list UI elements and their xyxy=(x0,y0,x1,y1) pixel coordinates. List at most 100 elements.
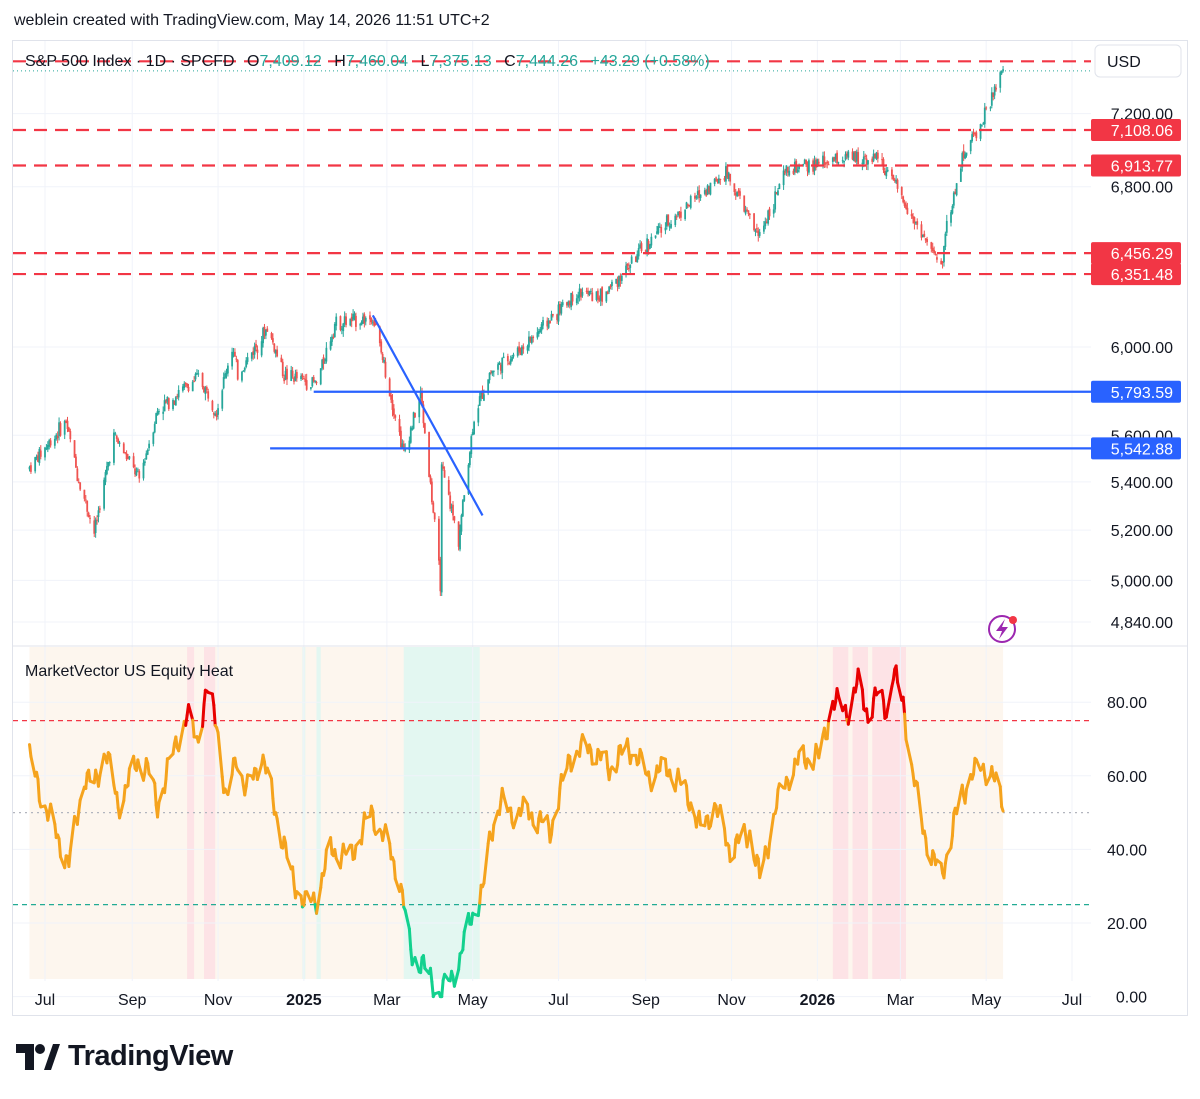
legend-change: +43.29 (+0.58%) xyxy=(590,53,709,70)
heat-line-segment xyxy=(255,762,264,782)
heat-line-segment xyxy=(275,817,283,849)
candle-body xyxy=(128,456,131,459)
candle-body xyxy=(969,140,972,152)
heat-line-segment xyxy=(811,757,817,771)
candle-body xyxy=(381,353,384,361)
candle-body xyxy=(684,209,687,220)
candle-body xyxy=(203,387,205,393)
candle-body xyxy=(578,288,581,297)
heat-line-segment xyxy=(108,752,116,787)
candle-body xyxy=(205,387,208,390)
candle-body xyxy=(156,410,159,416)
candle-body xyxy=(587,290,589,295)
candle-body xyxy=(876,152,879,159)
candle-body xyxy=(364,317,367,322)
heat-line-segment xyxy=(685,784,690,807)
candle-body xyxy=(874,153,876,159)
candle-body xyxy=(798,165,800,170)
heat-line-segment xyxy=(57,837,62,859)
candle-body xyxy=(964,154,966,159)
price-tag-label: 5,542.88 xyxy=(1111,441,1173,458)
heat-line-segment xyxy=(565,753,570,770)
candle-body xyxy=(432,502,435,513)
candle-body xyxy=(383,359,385,363)
heat-line-segment xyxy=(886,684,894,711)
candle-body xyxy=(68,427,70,432)
heat-line-segment xyxy=(186,703,195,722)
trendline[interactable] xyxy=(371,314,484,516)
heat-line-segment xyxy=(122,784,127,803)
lightning-icon[interactable] xyxy=(988,615,1017,643)
candle-body xyxy=(250,352,253,359)
heat-line-segment xyxy=(561,766,569,782)
candle-body xyxy=(532,336,535,339)
heat-line-segment xyxy=(880,688,885,702)
candle-body xyxy=(481,390,484,399)
price-tag-label: 6,913.77 xyxy=(1111,159,1173,176)
candle-body xyxy=(550,314,553,321)
heat-line-segment xyxy=(216,731,224,779)
candle-body xyxy=(865,158,868,165)
candle-body xyxy=(225,372,228,375)
heat-line-segment xyxy=(49,802,57,826)
currency-button[interactable] xyxy=(1094,44,1182,78)
candle-body xyxy=(380,341,383,353)
time-axis-label: Mar xyxy=(887,992,915,1009)
candle-body xyxy=(962,150,965,159)
candle-body xyxy=(311,377,314,387)
price-tag-label: 5,793.59 xyxy=(1111,385,1173,402)
candle-body xyxy=(122,443,125,454)
candle-body xyxy=(125,453,128,460)
time-axis-label: Sep xyxy=(631,992,660,1009)
heat-line-segment xyxy=(153,781,158,807)
candle-body xyxy=(49,440,52,446)
candle-body xyxy=(816,159,819,168)
tradingview-logo[interactable]: TradingView xyxy=(16,1040,233,1073)
heat-line-segment xyxy=(490,823,496,842)
candle-body xyxy=(477,408,480,423)
candle-body xyxy=(450,506,453,509)
candle-body xyxy=(905,204,907,209)
chart-frame: Jul Sep Nov 2025 Mar May Jul Sep Nov 2026 Mar May Ju… xyxy=(12,40,1188,1016)
heat-line-segment xyxy=(413,956,421,974)
heat-line-segment xyxy=(718,803,727,831)
candle-body xyxy=(843,161,845,163)
candle-body xyxy=(903,202,906,206)
heat-line-segment xyxy=(727,844,732,864)
heat-line-segment xyxy=(319,872,324,890)
candle-body xyxy=(893,179,896,181)
candle-body xyxy=(191,381,194,392)
candle-body xyxy=(252,351,255,355)
candle-body xyxy=(106,466,108,475)
candle-body xyxy=(767,210,770,224)
price-axis-label: 6,800.00 xyxy=(1111,180,1173,197)
heat-line-segment xyxy=(478,883,483,905)
candle-body xyxy=(163,400,166,412)
candle-body xyxy=(715,177,717,179)
heat-line-segment xyxy=(212,703,217,727)
candle-body xyxy=(875,152,878,160)
candle-body xyxy=(719,179,722,181)
candle-body xyxy=(685,202,688,209)
candle-body xyxy=(181,386,184,391)
candle-body xyxy=(982,122,985,125)
candle-body xyxy=(626,263,629,266)
candle-body xyxy=(490,371,492,373)
candle-body xyxy=(640,243,643,251)
candle-body xyxy=(411,427,414,430)
price-axis-label: 4,840.00 xyxy=(1111,615,1173,632)
candle-body xyxy=(429,476,432,483)
heat-line-segment xyxy=(571,749,579,769)
candle-body xyxy=(983,107,986,125)
heat-line-segment xyxy=(796,750,801,766)
chart-canvas[interactable]: Jul Sep Nov 2025 Mar May Jul Sep Nov 2026 Mar May Ju… xyxy=(13,41,1187,1015)
candle-body xyxy=(37,455,39,462)
heat-line-segment xyxy=(801,744,807,765)
candle-body xyxy=(727,172,730,180)
candle-body xyxy=(236,360,239,380)
heat-line-segment xyxy=(126,767,131,788)
candle-body xyxy=(687,204,689,206)
heat-line-segment xyxy=(822,726,828,741)
candle-body xyxy=(246,357,249,362)
candle-body xyxy=(591,292,594,302)
